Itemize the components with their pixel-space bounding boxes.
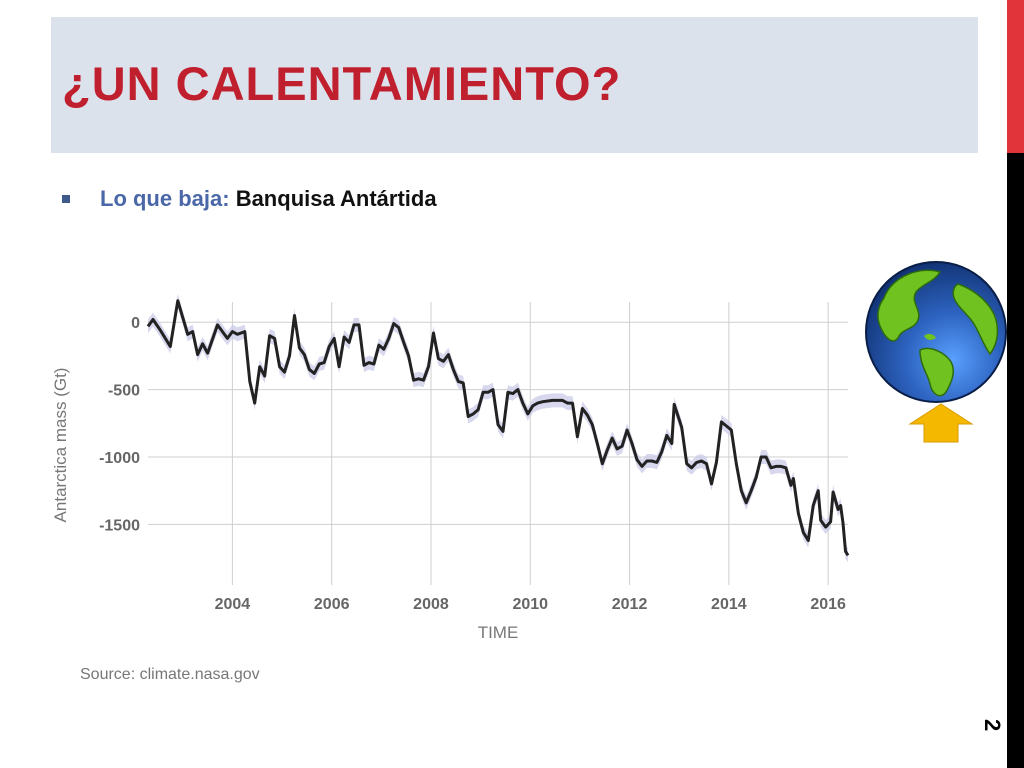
y-tick-label: -1500	[99, 517, 140, 534]
y-axis-label: Antarctica mass (Gt)	[51, 368, 70, 523]
y-axis-ticks: 0 -500 -1000 -1500	[99, 315, 140, 534]
chart-source: Source: climate.nasa.gov	[80, 666, 260, 683]
accent-bar-red	[1007, 0, 1024, 153]
mass-series-line	[146, 299, 850, 557]
up-arrow-icon	[908, 403, 974, 443]
x-tick-label: 2004	[215, 596, 251, 613]
x-tick-label: 2008	[413, 596, 449, 613]
x-axis-ticks: 2004 2006 2008 2010 2012 2014 2016	[215, 596, 846, 613]
bullet-item: Lo que baja: Banquisa Antártida	[62, 186, 437, 212]
accent-bar-black	[1007, 153, 1024, 768]
chart-grid	[148, 302, 848, 585]
x-tick-label: 2010	[512, 596, 548, 613]
x-tick-label: 2016	[810, 596, 846, 613]
x-axis-label: TIME	[478, 623, 519, 642]
y-tick-label: 0	[131, 315, 140, 332]
y-tick-label: -500	[108, 383, 140, 400]
bullet-value: Banquisa Antártida	[235, 186, 437, 211]
globe-icon	[865, 261, 1007, 443]
x-tick-label: 2006	[314, 596, 350, 613]
title-band	[51, 17, 978, 153]
bullet-label: Lo que baja:	[100, 186, 230, 211]
uncertainty-band	[148, 293, 848, 563]
slide-title: ¿UN CALENTAMIENTO?	[62, 57, 622, 110]
bullet-square-icon	[62, 195, 70, 203]
antarctica-mass-chart: 2004 2006 2008 2010 2012 2014 2016 0 -500 -1000 -…	[51, 293, 850, 683]
page-number: 2	[980, 719, 1005, 732]
y-tick-label: -1000	[99, 450, 140, 467]
x-tick-label: 2012	[612, 596, 648, 613]
x-tick-label: 2014	[711, 596, 747, 613]
